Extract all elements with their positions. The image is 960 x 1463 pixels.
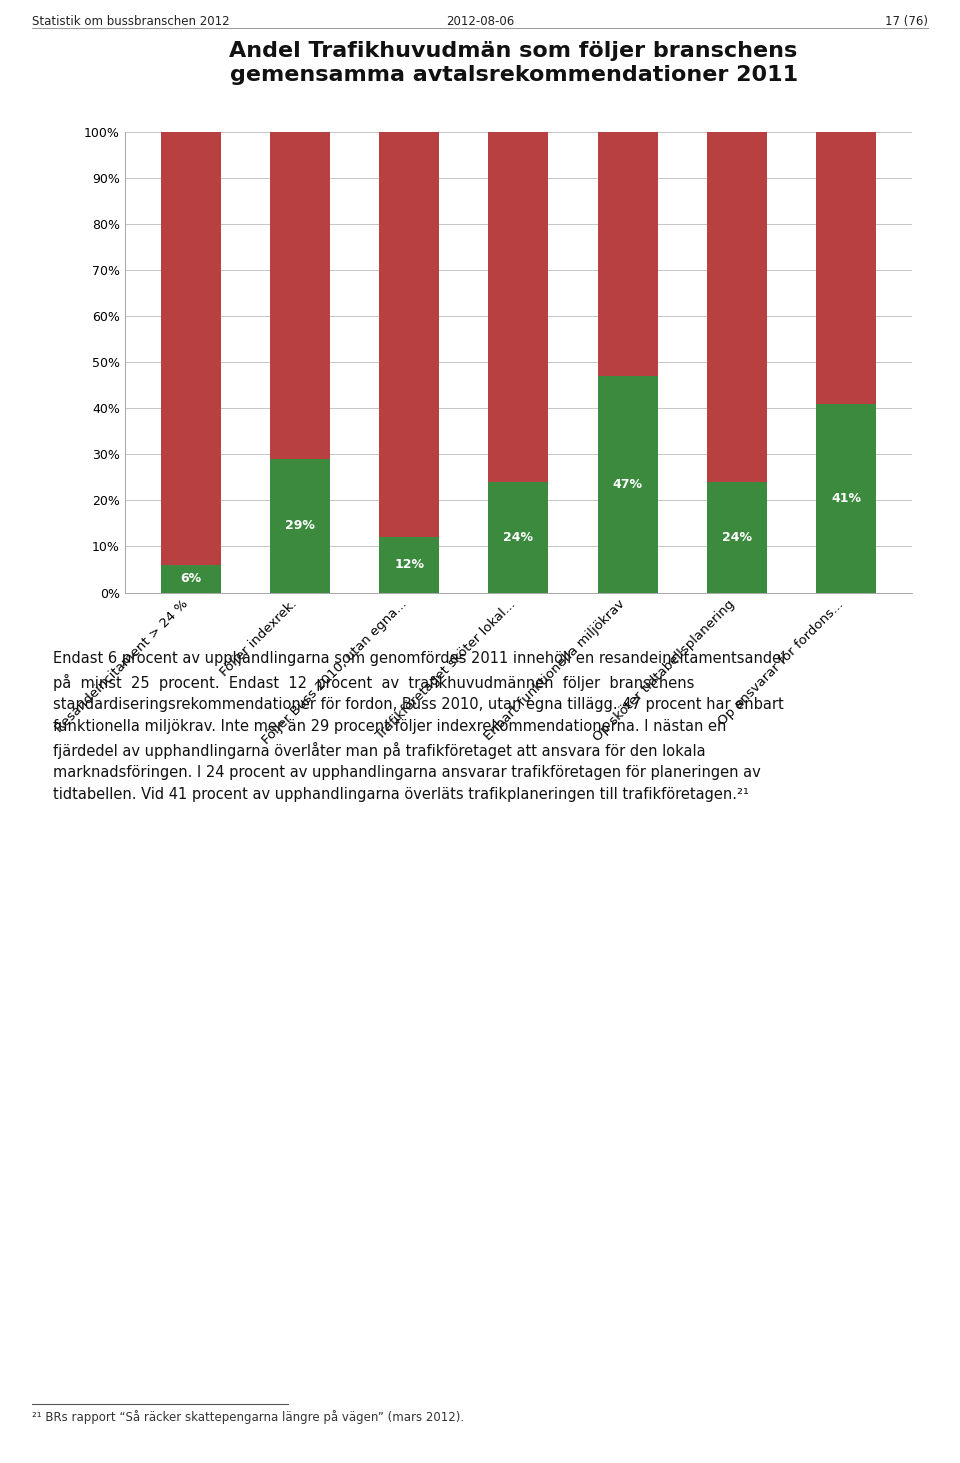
Text: 12%: 12% — [395, 559, 424, 572]
Bar — [816, 404, 876, 593]
Bar — [816, 132, 876, 404]
Bar — [707, 132, 767, 481]
Bar — [160, 132, 221, 565]
Text: 41%: 41% — [831, 492, 861, 505]
Bar — [379, 132, 439, 537]
Bar — [270, 459, 330, 593]
Text: Andel Trafikhuvudmän som följer branschens
gemensamma avtalsrekommendationer 201: Andel Trafikhuvudmän som följer bransche… — [229, 41, 798, 85]
Text: Statistik om bussbranschen 2012: Statistik om bussbranschen 2012 — [32, 15, 229, 28]
Bar — [489, 481, 548, 593]
Text: 17 (76): 17 (76) — [885, 15, 928, 28]
Text: Endast 6 procent av upphandlingarna som genomfördes 2011 innehöll en resandeinci: Endast 6 procent av upphandlingarna som … — [53, 651, 785, 802]
Bar — [270, 132, 330, 459]
Bar — [598, 132, 658, 376]
Text: 24%: 24% — [503, 531, 534, 544]
Bar — [379, 537, 439, 593]
Text: ²¹ BRs rapport “Så räcker skattepengarna längre på vägen” (mars 2012).: ²¹ BRs rapport “Så räcker skattepengarna… — [32, 1410, 464, 1425]
Bar — [489, 132, 548, 481]
Bar — [598, 376, 658, 593]
Text: 29%: 29% — [285, 519, 315, 533]
Bar — [707, 481, 767, 593]
Bar — [160, 565, 221, 593]
Text: 2012-08-06: 2012-08-06 — [445, 15, 515, 28]
Text: 47%: 47% — [612, 478, 642, 490]
Text: 24%: 24% — [722, 531, 752, 544]
Text: 6%: 6% — [180, 572, 202, 585]
